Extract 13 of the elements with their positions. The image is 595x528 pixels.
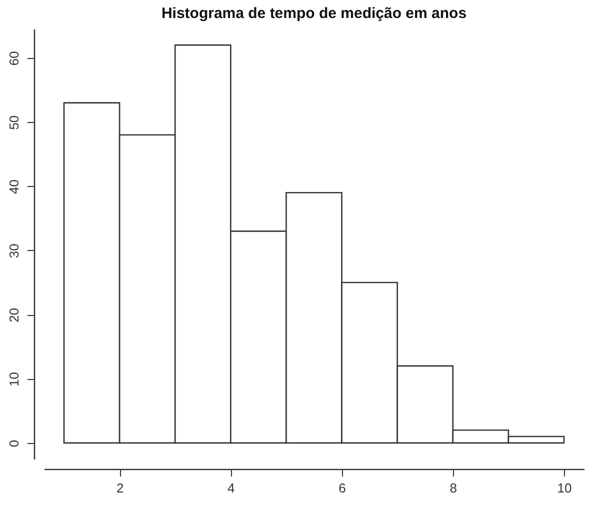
x-tick-label: 8	[450, 480, 458, 496]
y-tick-label: 30	[6, 244, 22, 258]
y-tick-label: 20	[6, 308, 22, 322]
x-tick-label: 2	[116, 480, 124, 496]
y-tick-label: 0	[6, 440, 22, 448]
chart-title: Histograma de tempo de medição em anos	[161, 5, 467, 22]
x-tick-label: 10	[557, 480, 572, 496]
y-tick-label: 10	[6, 372, 22, 387]
y-tick-label: 40	[6, 180, 22, 194]
y-tick-label: 50	[6, 115, 22, 130]
y-tick-label: 60	[6, 51, 22, 66]
x-tick-label: 6	[338, 480, 346, 496]
x-tick-label: 4	[228, 480, 235, 496]
